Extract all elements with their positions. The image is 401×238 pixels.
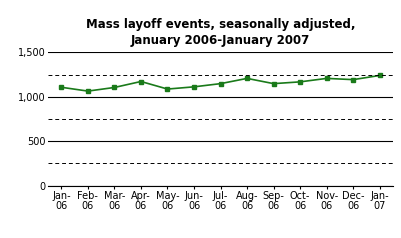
Title: Mass layoff events, seasonally adjusted,
January 2006-January 2007: Mass layoff events, seasonally adjusted,… bbox=[86, 18, 355, 47]
